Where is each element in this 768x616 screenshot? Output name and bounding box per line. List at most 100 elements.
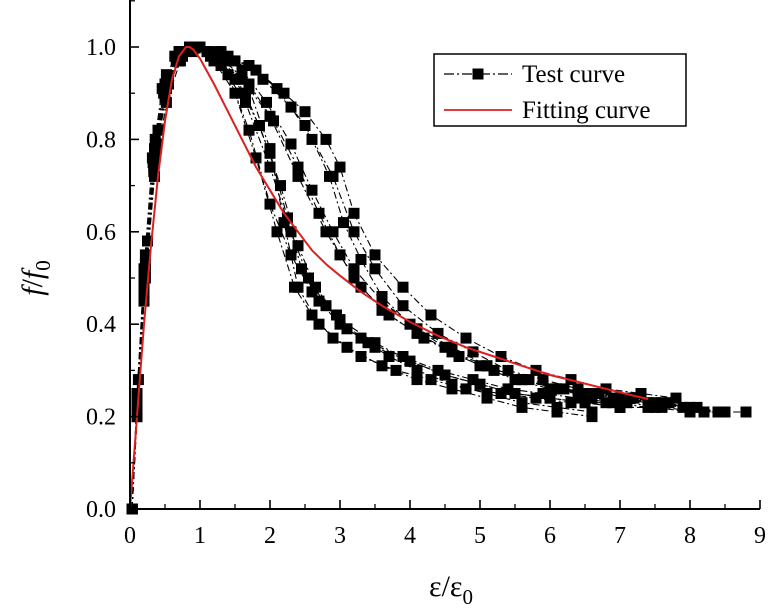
test-curve-point xyxy=(509,388,521,399)
test-curve-point xyxy=(712,406,724,418)
test-curve-point xyxy=(257,73,269,85)
test-curve-point xyxy=(292,170,304,182)
test-curve-point xyxy=(397,281,409,293)
y-axis-label: f/f0 xyxy=(16,260,55,296)
test-curve-point xyxy=(327,170,339,182)
test-curve-point xyxy=(544,383,556,395)
test-curve-point xyxy=(411,364,423,376)
legend-test-label: Test curve xyxy=(522,61,625,88)
test-curve-point xyxy=(397,300,409,312)
test-curve-point xyxy=(355,351,367,362)
test-curve-point xyxy=(299,106,311,118)
test-curve-point xyxy=(663,397,675,409)
test-curve-point xyxy=(240,87,251,99)
test-curve-point xyxy=(313,207,325,219)
test-curve-point xyxy=(369,249,381,261)
test-curve-point xyxy=(236,73,248,85)
legend: Test curve Fitting curve xyxy=(433,53,687,127)
legend-box xyxy=(433,53,687,127)
test-curve-point xyxy=(355,254,367,265)
test-curve-point xyxy=(411,374,423,386)
legend-test-marker xyxy=(472,68,484,80)
test-curve-point xyxy=(243,60,255,71)
test-curve-point xyxy=(355,281,367,293)
y-tick-label: 0.6 xyxy=(86,220,116,246)
x-tick-label: 4 xyxy=(404,523,416,549)
test-curve-point xyxy=(467,374,479,386)
test-curve-point xyxy=(376,360,388,372)
test-curve-point xyxy=(271,226,283,238)
test-curve-point xyxy=(292,281,304,293)
test-curve-point xyxy=(341,323,353,335)
x-tick-label: 9 xyxy=(754,523,766,549)
test-curve-point xyxy=(313,318,325,330)
test-curve-point xyxy=(404,318,416,330)
test-curve-point xyxy=(579,397,591,409)
test-curve-point xyxy=(303,272,314,284)
test-curve-point xyxy=(348,207,360,219)
test-curve-point xyxy=(502,364,514,376)
test-curve-point xyxy=(670,392,682,404)
test-curve-point xyxy=(285,226,297,238)
y-tick-label: 0.0 xyxy=(86,497,116,523)
test-curve-point xyxy=(159,92,171,104)
test-curve-point xyxy=(327,226,339,238)
test-curve-point xyxy=(390,364,402,376)
x-tick-label: 2 xyxy=(264,523,276,549)
test-curve-point xyxy=(194,41,206,53)
test-curve-point xyxy=(621,392,633,404)
ticks-layer: 0 1 2 3 4 5 6 7 8 9 0.0 0.2 0.4 0.6 0.8 1.0 xyxy=(86,0,766,549)
test-curve-point xyxy=(139,249,151,261)
test-curve-point xyxy=(278,87,290,99)
test-curve-point xyxy=(334,249,346,261)
test-curve-point xyxy=(481,360,493,372)
test-curve-point xyxy=(142,235,153,247)
test-curve-point xyxy=(215,55,227,67)
test-curve-point xyxy=(607,397,619,409)
test-curve-point xyxy=(229,87,241,99)
y-label-slash: / xyxy=(16,278,49,287)
test-curve-point xyxy=(229,55,241,67)
test-curve-point xyxy=(243,124,255,136)
test-curve-point xyxy=(425,309,437,321)
test-curve-point xyxy=(425,374,437,386)
test-curve-point xyxy=(254,120,265,131)
y-label-sub: 0 xyxy=(31,260,55,271)
test-curve-point xyxy=(327,332,339,344)
test-curve-point xyxy=(495,388,507,399)
test-curve-point xyxy=(481,388,493,399)
test-curve-point xyxy=(593,388,605,399)
test-curve-point xyxy=(320,300,332,312)
test-curve-point xyxy=(369,263,381,275)
test-curve-point xyxy=(586,406,598,418)
test-curve-point xyxy=(236,64,248,76)
test-curve-point xyxy=(139,258,151,270)
test-curve-point xyxy=(460,332,472,344)
test-curve-point xyxy=(320,226,332,238)
test-curve-point xyxy=(163,78,174,90)
test-curve-point xyxy=(313,295,325,307)
x-label-sub: 0 xyxy=(463,585,474,609)
test-curve-point xyxy=(299,120,311,131)
test-curve-point xyxy=(432,327,444,339)
x-tick-label: 3 xyxy=(334,523,346,549)
test-curve-point xyxy=(579,388,591,399)
test-curve-point xyxy=(243,78,255,90)
test-curve-point xyxy=(474,360,486,372)
test-curve-point xyxy=(188,41,200,53)
test-curve-point xyxy=(614,401,626,413)
test-curve-point xyxy=(334,161,346,173)
test-curve-point xyxy=(649,397,661,409)
test-curve-point xyxy=(383,309,395,321)
test-curve-point xyxy=(292,161,304,173)
test-curve-point xyxy=(698,406,710,418)
test-curve-point xyxy=(565,397,577,409)
test-curve-point xyxy=(404,355,416,367)
test-curve-point xyxy=(488,364,500,376)
test-curve-line xyxy=(131,46,649,510)
x-tick-label: 6 xyxy=(544,523,556,549)
test-curve-point xyxy=(264,110,276,122)
test-curve-point xyxy=(275,180,286,192)
y-tick-label: 0.8 xyxy=(86,127,116,153)
test-curve-point xyxy=(509,374,521,386)
